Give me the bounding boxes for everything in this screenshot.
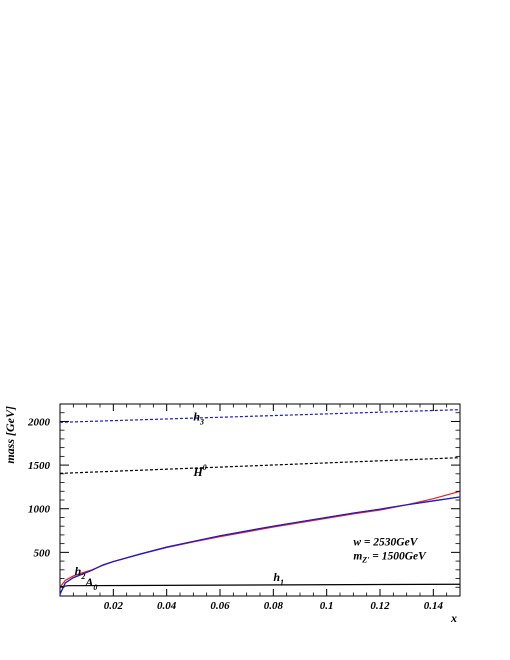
y-tick-label: 1500	[28, 460, 51, 472]
series-line-h-3	[59, 409, 461, 423]
series-line-h-0	[59, 457, 461, 474]
y-tick-label: 1000	[28, 504, 51, 516]
y-axis-ticks: 500 1000 1500 2000	[27, 412, 460, 588]
series-line-h-2-overlay	[59, 496, 461, 595]
curve-label-h-3: h3	[193, 410, 204, 427]
series-line-a-0	[59, 490, 461, 588]
series-line-h-1	[59, 583, 461, 588]
annotation-2: mZ' = 1500GeV	[353, 550, 427, 564]
curve-label-h-0: H0	[192, 463, 206, 479]
plot-border	[59, 403, 461, 597]
curve-label-h-1: h1	[273, 570, 284, 587]
x-axis-title: x	[450, 611, 457, 625]
curve-label-h-2: h2	[75, 564, 86, 581]
x-tick-label: 0.04	[157, 600, 177, 612]
annotations: w = 2530GeV mZ' = 1500GeV	[353, 536, 427, 564]
plot-frame	[59, 403, 461, 597]
curves	[59, 409, 461, 595]
x-tick-label: 0.06	[210, 600, 230, 612]
x-tick-label: 0.14	[424, 600, 444, 612]
x-tick-label: 0.08	[264, 600, 284, 612]
y-tick-label: 2000	[27, 416, 51, 428]
y-tick-label: 500	[34, 547, 51, 559]
x-tick-label: 0.1	[320, 600, 334, 612]
x-tick-label: 0.12	[370, 600, 390, 612]
curve-label-a-0: A0	[84, 575, 97, 592]
y-axis-title: mass [GeV]	[3, 406, 17, 464]
annotation-1: w = 2530GeV	[353, 536, 418, 548]
curve-labels: h3 H0 h2 A0 h1	[75, 410, 284, 592]
x-tick-label: 0.02	[104, 600, 124, 612]
x-axis-ticks: 0.02 0.04 0.06 0.08 0.1 0.12 0.14	[72, 404, 448, 612]
